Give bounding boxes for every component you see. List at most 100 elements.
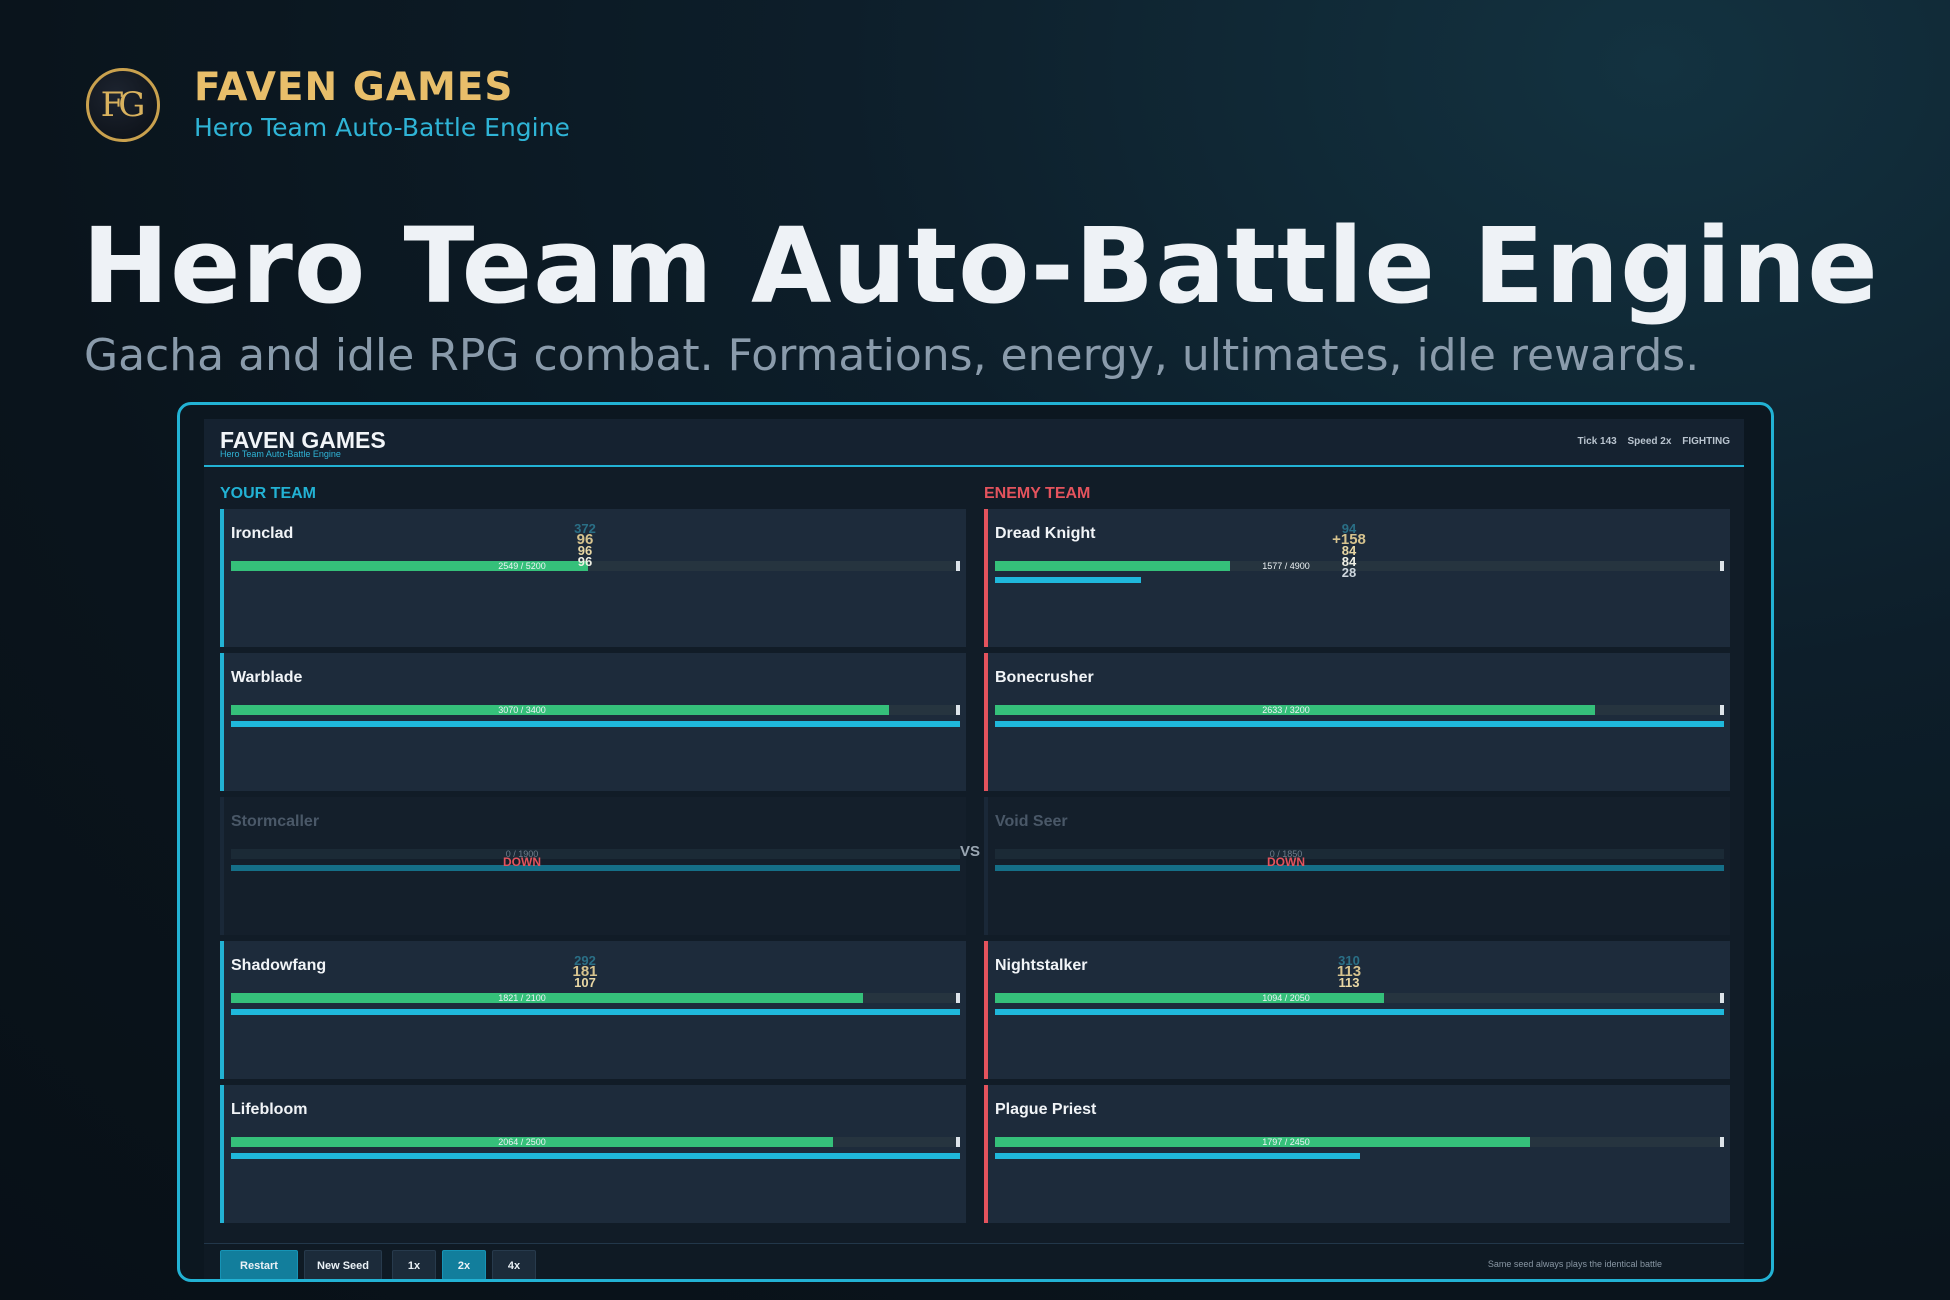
energy-bar-fill [995, 1153, 1360, 1159]
energy-bar [231, 865, 960, 871]
damage-numbers: 372 96 96 96 [560, 521, 610, 569]
hp-bar-cap [1720, 705, 1724, 715]
damage-number: 113 [1338, 975, 1360, 990]
speed-2x-button[interactable]: 2x [442, 1250, 486, 1279]
speed-4x-button[interactable]: 4x [492, 1250, 536, 1279]
brand-header: FG FAVEN GAMES Hero Team Auto-Battle Eng… [86, 68, 570, 142]
down-label: DOWN [503, 855, 541, 869]
hp-bar: 2064 / 2500 [231, 1137, 960, 1147]
energy-bar-fill [231, 1009, 960, 1015]
page-subtitle: Gacha and idle RPG combat. Formations, e… [84, 330, 1700, 381]
hp-bar-cap [1720, 561, 1724, 571]
damage-number: 181 [572, 963, 598, 980]
ally-hero-card: Lifebloom 2064 / 2500 [220, 1085, 966, 1223]
ally-team-label: YOUR TEAM [220, 485, 316, 502]
hp-text: 1821 / 2100 [498, 993, 546, 1003]
energy-bar-fill [231, 1153, 960, 1159]
hp-text: 3070 / 3400 [498, 705, 546, 715]
hp-text: 0 / 1850 [1269, 849, 1303, 859]
battle-status: Tick 143 Speed 2x FIGHTING [1569, 436, 1730, 447]
energy-bar-fill [231, 721, 960, 727]
hp-bar-cap [956, 993, 960, 1003]
speed-1x-button[interactable]: 1x [392, 1250, 436, 1279]
energy-bar-fill [231, 865, 960, 871]
ally-team-column: Ironclad 2549 / 5200 372 96 96 96 Warblade 3070… [220, 509, 966, 1229]
hp-bar: 1577 / 4900 [995, 561, 1724, 571]
energy-bar-fill [995, 577, 1141, 583]
hp-bar-cap [956, 705, 960, 715]
enemy-hero-card: Nightstalker 1094 / 2050 310 113 113 [984, 941, 1730, 1079]
hp-bar-cap [956, 561, 960, 571]
hp-bar-fill [231, 993, 864, 1003]
energy-bar-fill [995, 721, 1724, 727]
hero-name: Shadowfang [231, 957, 327, 974]
ally-hero-card: Warblade 3070 / 3400 [220, 653, 966, 791]
battle-state: FIGHTING [1682, 436, 1730, 447]
hp-text: 1094 / 2050 [1262, 993, 1310, 1003]
ally-hero-card: Shadowfang 1821 / 2100 292 181 107 [220, 941, 966, 1079]
energy-bar [995, 721, 1724, 727]
hero-name: Stormcaller [231, 813, 320, 830]
energy-bar [231, 721, 960, 727]
hp-bar: 1821 / 2100 [231, 993, 960, 1003]
hp-bar-fill [995, 561, 1230, 571]
energy-bar [995, 1153, 1724, 1159]
app-name: FAVEN GAMES [220, 427, 386, 453]
speed-indicator: Speed 2x [1627, 436, 1672, 447]
damage-numbers: 292 181 107 [560, 953, 610, 990]
energy-bar [995, 1009, 1724, 1015]
hp-text: 1797 / 2450 [1262, 1137, 1310, 1147]
energy-bar [995, 865, 1724, 871]
vs-label: VS [960, 843, 981, 860]
hp-bar: 0 / 1900 [231, 849, 960, 859]
damage-number: 372 [574, 521, 596, 536]
enemy-team-label: ENEMY TEAM [984, 485, 1091, 502]
hp-text: 2549 / 5200 [498, 561, 546, 571]
energy-bar [995, 577, 1724, 583]
hp-bar-cap [1720, 993, 1724, 1003]
hero-name: Bonecrusher [995, 669, 1094, 686]
hp-text: 1577 / 4900 [1262, 561, 1310, 571]
hp-bar-cap [1720, 1137, 1724, 1147]
faven-games-logo: FG [86, 68, 160, 142]
enemy-hero-card: Plague Priest 1797 / 2450 [984, 1085, 1730, 1223]
hp-bar: 2633 / 3200 [995, 705, 1724, 715]
damage-number: 107 [574, 975, 596, 990]
hp-bar: 3070 / 3400 [231, 705, 960, 715]
hp-bar-fill [231, 561, 589, 571]
damage-number: 292 [574, 953, 596, 968]
damage-number: 28 [1341, 565, 1357, 580]
hp-text: 2064 / 2500 [498, 1137, 546, 1147]
hp-bar-fill [231, 1137, 833, 1147]
hero-name: Void Seer [995, 813, 1068, 830]
damage-number: 310 [1338, 953, 1360, 968]
hp-bar-fill [231, 705, 890, 715]
hp-bar-fill [995, 993, 1385, 1003]
damage-number: 94 [1341, 521, 1357, 536]
hp-bar: 2549 / 5200 [231, 561, 960, 571]
brand-subtitle: Hero Team Auto-Battle Engine [194, 113, 570, 142]
page-title: Hero Team Auto-Battle Engine [82, 205, 1879, 327]
app-subtitle: Hero Team Auto-Battle Engine [220, 449, 341, 459]
damage-number: 96 [577, 554, 593, 569]
hp-bar: 1094 / 2050 [995, 993, 1724, 1003]
restart-button[interactable]: Restart [220, 1250, 298, 1279]
damage-number: 84 [1341, 554, 1357, 569]
tick-counter: Tick 143 [1577, 436, 1617, 447]
battle-controls: Restart New Seed 1x 2x 4x Same seed alwa… [204, 1243, 1744, 1279]
damage-numbers: 94 +158 84 84 28 [1324, 521, 1374, 580]
hero-name: Ironclad [231, 525, 294, 542]
new-seed-button[interactable]: New Seed [304, 1250, 382, 1279]
hp-bar: 1797 / 2450 [995, 1137, 1724, 1147]
ally-hero-card: Stormcaller 0 / 1900 DOWN [220, 797, 966, 935]
app-screenshot-frame: FAVEN GAMES Hero Team Auto-Battle Engine… [177, 402, 1774, 1282]
damage-numbers: 310 113 113 [1324, 953, 1374, 990]
damage-number: 96 [576, 531, 594, 548]
hp-text: 0 / 1900 [505, 849, 539, 859]
damage-number: 113 [1336, 963, 1362, 980]
app-header: FAVEN GAMES Hero Team Auto-Battle Engine… [204, 419, 1744, 467]
brand-text: FAVEN GAMES Hero Team Auto-Battle Engine [194, 68, 570, 142]
damage-number: +158 [1332, 531, 1366, 548]
ally-hero-card: Ironclad 2549 / 5200 372 96 96 96 [220, 509, 966, 647]
energy-bar-fill [995, 1009, 1724, 1015]
